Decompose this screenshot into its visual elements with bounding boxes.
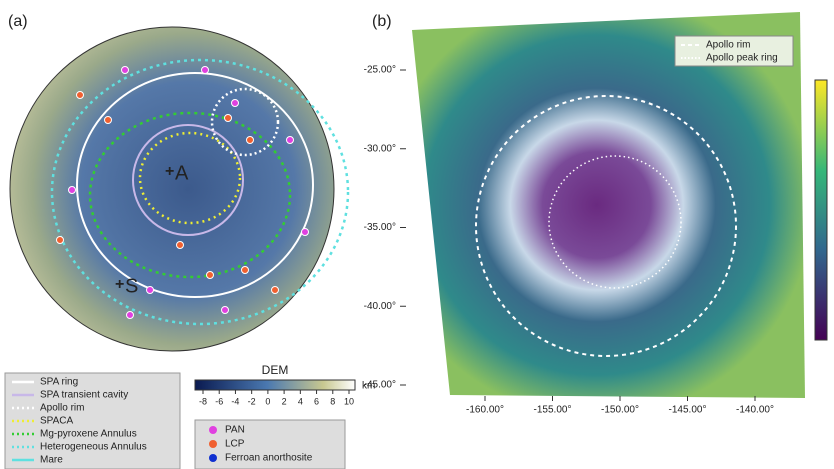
- legend-label: SPACA: [40, 416, 73, 427]
- apollo-peak-ring: [548, 155, 682, 289]
- legend-label: SPA ring: [40, 377, 78, 388]
- b-legend-box: [674, 35, 794, 67]
- mg-pyroxene-annulus: [88, 111, 292, 279]
- colorbar-tick-label: 6: [314, 396, 319, 406]
- legend-label: Mare: [40, 455, 63, 466]
- colorbar-tick-label: -6: [215, 396, 223, 406]
- lon-tick-label: -145.00°: [669, 405, 707, 416]
- colorbar-tick-label: 8: [330, 396, 335, 406]
- lon-tick-label: -140.00°: [736, 405, 774, 416]
- lunar-globe: [9, 26, 335, 352]
- spa-transient-cavity: [132, 124, 244, 236]
- lat-tick-label: -35.00°: [364, 222, 396, 233]
- lat-tick-label: -45.00°: [364, 380, 396, 391]
- legend-label: LCP: [225, 439, 245, 450]
- heterogeneous-annulus: [50, 58, 350, 326]
- legend-swatch: [209, 426, 217, 434]
- lon-tick-label: -155.00°: [534, 405, 572, 416]
- legend-label: Apollo rim: [706, 40, 750, 51]
- marker-name: A: [175, 162, 189, 184]
- b-colorbar: [814, 79, 828, 341]
- colorbar-tick-label: 0: [265, 396, 270, 406]
- spaca: [138, 131, 242, 225]
- colorbar-tick-label: 10: [344, 396, 354, 406]
- colorbar-tick-label: -8: [199, 396, 207, 406]
- legend-label: PAN: [225, 425, 245, 436]
- colorbar-unit: km: [362, 381, 375, 392]
- colorbar-tick-label: -4: [231, 396, 239, 406]
- colorbar-title: DEM: [262, 363, 289, 377]
- marker-symbol: +: [115, 276, 124, 293]
- legend-swatch: [209, 440, 217, 448]
- panel-label: (a): [8, 13, 28, 30]
- line-legend-box: [4, 372, 181, 469]
- lat-tick-label: -25.00°: [364, 65, 396, 76]
- legend-label: Apollo rim: [40, 403, 84, 414]
- lat-tick-label: -30.00°: [364, 143, 396, 154]
- spa-ring: [76, 72, 314, 298]
- legend-swatch: [209, 454, 217, 462]
- legend-label: Mg-pyroxene Annulus: [40, 429, 137, 440]
- colorbar-tick-label: 2: [282, 396, 287, 406]
- colorbar-tick-label: 4: [298, 396, 303, 406]
- lon-tick-label: -160.00°: [466, 405, 504, 416]
- apollo-rim: [475, 95, 737, 357]
- legend-label: SPA transient cavity: [40, 390, 128, 401]
- marker-symbol: +: [165, 163, 174, 180]
- legend-label: Apollo peak ring: [706, 53, 778, 64]
- marker-name: S: [125, 275, 138, 297]
- lon-tick-label: -150.00°: [601, 405, 639, 416]
- sample-points: [56, 66, 309, 319]
- legend-label: Heterogeneous Annulus: [40, 442, 147, 453]
- apollo-rim: [210, 87, 280, 157]
- panel-label: (b): [372, 13, 392, 30]
- lat-tick-label: -40.00°: [364, 301, 396, 312]
- point-legend-box: [194, 419, 346, 469]
- colorbar-tick-label: -2: [248, 396, 256, 406]
- apollo-map: [412, 12, 805, 398]
- dem-colorbar: [194, 379, 356, 391]
- legend-label: Ferroan anorthosite: [225, 453, 313, 464]
